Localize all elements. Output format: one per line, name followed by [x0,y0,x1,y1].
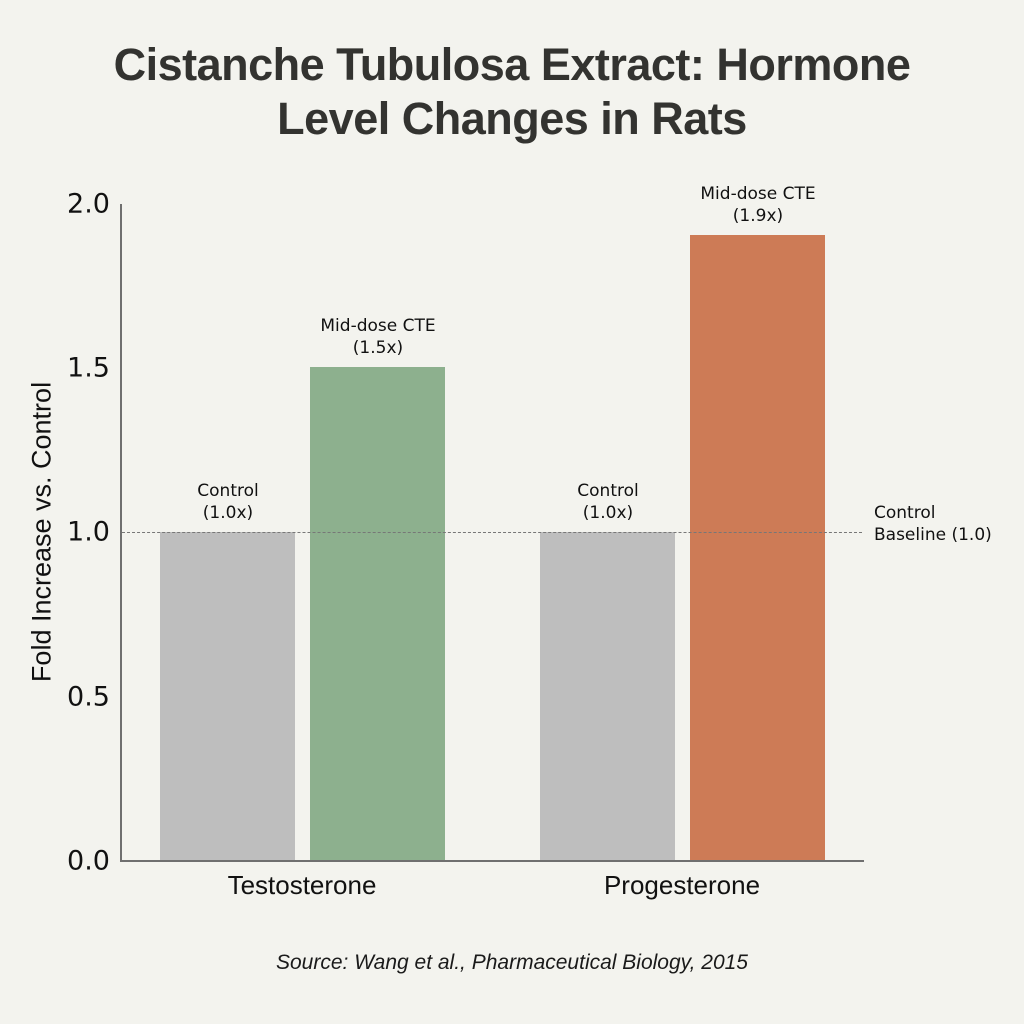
label-value: (1.9x) [732,206,784,226]
control-baseline-line [122,532,862,533]
label-name: Control [197,481,259,501]
y-tick-2-0: 2.0 [67,188,110,220]
source-citation: Source: Wang et al., Pharmaceutical Biol… [276,951,748,974]
y-tick-1-5: 1.5 [67,352,110,384]
bar-testosterone-mid-dose [310,367,445,861]
label-name: Mid-dose CTE [320,316,436,336]
y-tick-1-0: 1.0 [67,516,110,548]
chart-title-line1: Cistanche Tubulosa Extract: Hormone [113,39,911,90]
label-progesterone-control: Control (1.0x) [577,480,638,524]
label-progesterone-mid-dose: Mid-dose CTE (1.9x) [700,183,815,227]
x-category-testosterone: Testosterone [227,870,377,900]
label-value: (1.0x) [582,503,634,523]
baseline-label-line1: Control [874,503,936,523]
y-axis-label: Fold Increase vs. Control [26,381,57,683]
x-category-progesterone: Progesterone [603,870,761,900]
y-tick-0: 0.0 [67,845,110,877]
label-value: (1.0x) [202,503,254,523]
bar-progesterone-mid-dose [690,235,825,861]
bar-progesterone-control [540,532,675,861]
y-axis-line [120,204,122,862]
label-value: (1.5x) [352,338,404,358]
bar-testosterone-control [160,532,295,861]
label-testosterone-control: Control (1.0x) [197,480,258,524]
x-axis-line [120,860,864,862]
label-name: Mid-dose CTE [700,184,816,204]
y-tick-0-5: 0.5 [67,681,110,713]
label-testosterone-mid-dose: Mid-dose CTE (1.5x) [320,315,435,359]
label-name: Control [577,481,639,501]
chart-title-line2: Level Changes in Rats [277,93,747,144]
baseline-label-line2: Baseline (1.0) [874,525,992,545]
chart-title: Cistanche Tubulosa Extract: Hormone Leve… [0,38,1024,146]
control-baseline-label: Control Baseline (1.0) [874,502,992,546]
